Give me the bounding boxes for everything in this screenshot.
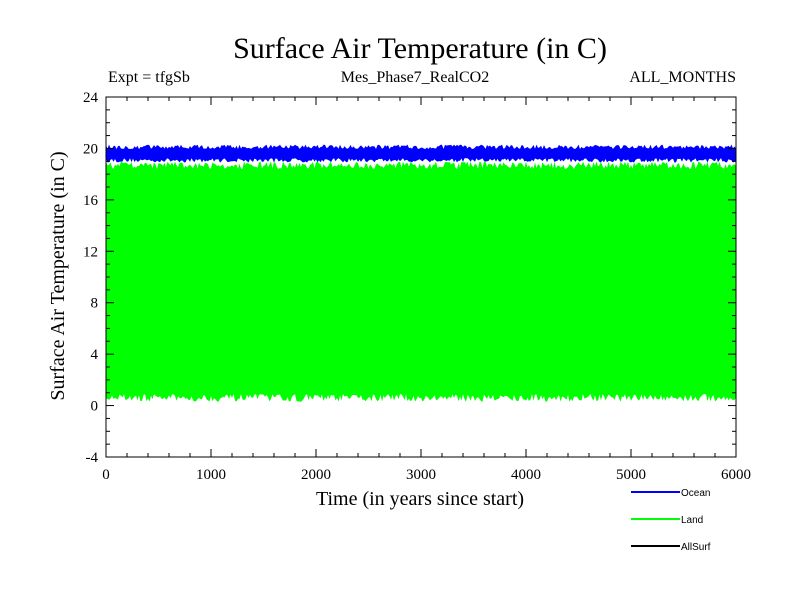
y-tick-label: 4 bbox=[91, 347, 99, 363]
x-axis-label: Time (in years since start) bbox=[316, 488, 524, 510]
x-tick-label: 2000 bbox=[301, 467, 331, 483]
y-tick-label: -4 bbox=[86, 450, 99, 466]
x-tick-label: 6000 bbox=[721, 467, 751, 483]
series-ocean-band bbox=[106, 144, 736, 163]
y-axis-label: Surface Air Temperature (in C) bbox=[47, 151, 69, 400]
plot-area bbox=[106, 144, 736, 402]
y-tick-label: 16 bbox=[83, 193, 99, 209]
months-label: ALL_MONTHS bbox=[629, 69, 736, 86]
y-tick-label: 20 bbox=[83, 141, 98, 157]
x-tick-label: 0 bbox=[102, 467, 110, 483]
y-tick-label: 0 bbox=[91, 399, 99, 415]
x-tick-label: 4000 bbox=[511, 467, 541, 483]
y-tick-label: 24 bbox=[83, 90, 99, 106]
experiment-label: Expt = tfgSb bbox=[108, 69, 190, 86]
x-tick-label: 3000 bbox=[406, 467, 436, 483]
legend-label-allsurf: AllSurf bbox=[681, 542, 711, 553]
y-tick-label: 8 bbox=[91, 296, 99, 312]
x-tick-label: 5000 bbox=[616, 467, 646, 483]
legend-label-ocean: Ocean bbox=[681, 488, 710, 499]
run-name-label: Mes_Phase7_RealCO2 bbox=[341, 69, 489, 86]
series-land-band bbox=[106, 161, 736, 402]
y-tick-label: 12 bbox=[83, 244, 98, 260]
chart-title: Surface Air Temperature (in C) bbox=[233, 32, 607, 65]
legend: Ocean Land AllSurf bbox=[631, 488, 711, 553]
legend-label-land: Land bbox=[681, 515, 703, 526]
x-tick-label: 1000 bbox=[196, 467, 226, 483]
